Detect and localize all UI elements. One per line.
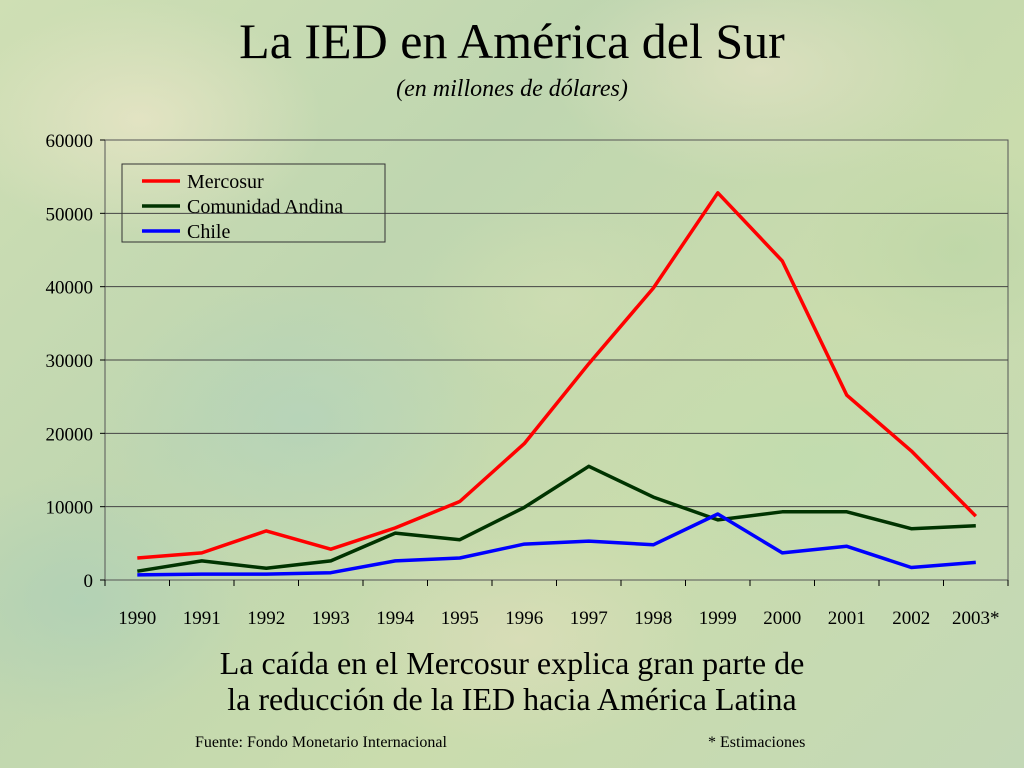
chart-subtitle: (en millones de dólares)	[396, 76, 628, 102]
x-tick-label-9: 1999	[699, 608, 737, 629]
source-note: Fuente: Fondo Monetario Internacional	[195, 734, 447, 751]
x-tick-label-0: 1990	[118, 608, 156, 629]
y-tick-label-1: 10000	[46, 498, 94, 519]
y-tick-label-2: 20000	[46, 424, 94, 445]
x-tick-label-8: 1998	[634, 608, 672, 629]
x-tick-label-11: 2001	[828, 608, 866, 629]
x-tick-label-3: 1993	[312, 608, 350, 629]
caption-line-2: la reducción de la IED hacia América Lat…	[227, 681, 797, 717]
legend-label-0: Mercosur	[187, 171, 264, 193]
caption-line-1: La caída en el Mercosur explica gran par…	[219, 645, 805, 681]
caption: La caída en el Mercosur explica gran par…	[0, 645, 1024, 717]
chart-title: La IED en América del Sur	[239, 13, 785, 69]
y-tick-label-5: 50000	[46, 204, 94, 225]
line-chart: 0 10000 20000 30000 40000 50000 60000 1990 1991 1…	[46, 131, 1009, 629]
estimates-note: * Estimaciones	[708, 734, 806, 751]
y-tick-label-0: 0	[84, 571, 94, 592]
legend-label-1: Comunidad Andina	[187, 196, 343, 218]
series-line-2	[137, 512, 976, 577]
series-line-0	[137, 191, 978, 560]
x-tick-label-5: 1995	[441, 608, 479, 629]
x-tick-label-12: 2002	[892, 608, 930, 629]
legend-label-2: Chile	[187, 221, 230, 243]
x-tick-label-2: 1992	[247, 608, 285, 629]
x-tick-label-4: 1994	[376, 608, 415, 629]
y-tick-label-3: 30000	[46, 351, 94, 372]
x-tick-label-7: 1997	[570, 608, 608, 629]
x-tick-label-6: 1996	[505, 608, 543, 629]
y-tick-label-6: 60000	[46, 131, 94, 152]
x-tick-label-13: 2003*	[952, 608, 1000, 629]
x-tick-label-10: 2000	[763, 608, 801, 629]
y-tick-label-4: 40000	[46, 278, 94, 299]
legend-box	[121, 163, 386, 243]
series-line-1	[137, 464, 976, 573]
x-tick-label-1: 1991	[183, 608, 221, 629]
